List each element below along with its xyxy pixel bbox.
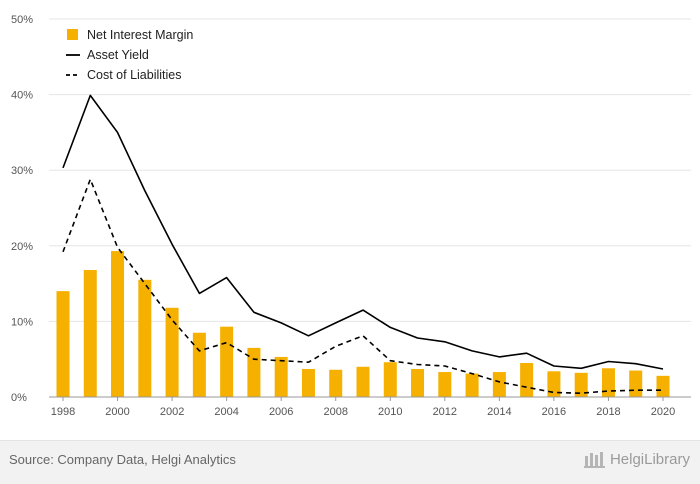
x-tick-label: 2014 [487, 406, 511, 418]
y-tick-label: 30% [11, 165, 33, 177]
brand-logo[interactable]: HelgiLibrary [583, 450, 690, 468]
y-tick-label: 40% [11, 90, 33, 102]
y-tick-label: 20% [11, 241, 33, 253]
bar-net-interest-margin [192, 332, 206, 397]
x-tick-label: 2016 [542, 406, 566, 418]
x-tick-label: 1998 [51, 406, 75, 418]
bar-net-interest-margin [438, 372, 452, 397]
x-tick-label: 2002 [160, 406, 184, 418]
x-tick-label: 2018 [596, 406, 620, 418]
legend-label: Asset Yield [87, 48, 149, 62]
bar-net-interest-margin [220, 326, 234, 397]
legend-label: Net Interest Margin [87, 28, 193, 42]
bar-net-interest-margin [356, 366, 370, 397]
bar-net-interest-margin [56, 291, 70, 397]
bar-net-interest-margin [547, 371, 561, 397]
bar-net-interest-margin [656, 375, 670, 397]
bar-net-interest-margin [520, 362, 534, 397]
y-tick-label: 0% [11, 392, 27, 404]
line-cost-of-liabilities [62, 178, 663, 395]
bar-net-interest-margin [629, 370, 643, 397]
source-note: Source: Company Data, Helgi Analytics [9, 452, 236, 467]
brand-name: HelgiLibrary [609, 450, 690, 468]
bar-net-interest-margin [301, 369, 315, 397]
y-tick-label: 50% [11, 14, 33, 26]
bar-net-interest-margin [138, 279, 152, 397]
x-tick-label: 2008 [323, 406, 347, 418]
x-tick-label: 2004 [214, 406, 238, 418]
y-tick-label: 10% [11, 316, 33, 328]
bar-net-interest-margin [492, 372, 506, 397]
chart: 0% 10% 20% 30% 40% 50% 1998 2000 2002 2004 2006 200… [11, 14, 691, 418]
bar-net-interest-margin [165, 307, 179, 397]
x-tick-label: 2010 [378, 406, 402, 418]
footer: Source: Company Data, Helgi Analytics He… [0, 440, 700, 484]
x-tick-label: 2020 [651, 406, 675, 418]
legend-swatch-bar [67, 29, 78, 40]
x-tick-label: 2006 [269, 406, 293, 418]
bar-net-interest-margin [411, 369, 425, 397]
bar-net-interest-margin [83, 269, 97, 397]
bar-net-interest-margin [329, 369, 343, 397]
bar-net-interest-margin [247, 347, 261, 397]
x-tick-label: 2012 [433, 406, 457, 418]
bar-net-interest-margin [465, 373, 479, 397]
bar-net-interest-margin [111, 251, 125, 397]
bar-net-interest-margin [383, 362, 397, 397]
bar-net-interest-margin [574, 372, 588, 397]
line-asset-yield [62, 94, 664, 370]
x-tick-label: 2000 [105, 406, 129, 418]
bar-net-interest-margin [274, 356, 288, 397]
legend-label: Cost of Liabilities [87, 68, 182, 82]
bar-net-interest-margin [601, 368, 615, 397]
library-icon [583, 452, 605, 468]
